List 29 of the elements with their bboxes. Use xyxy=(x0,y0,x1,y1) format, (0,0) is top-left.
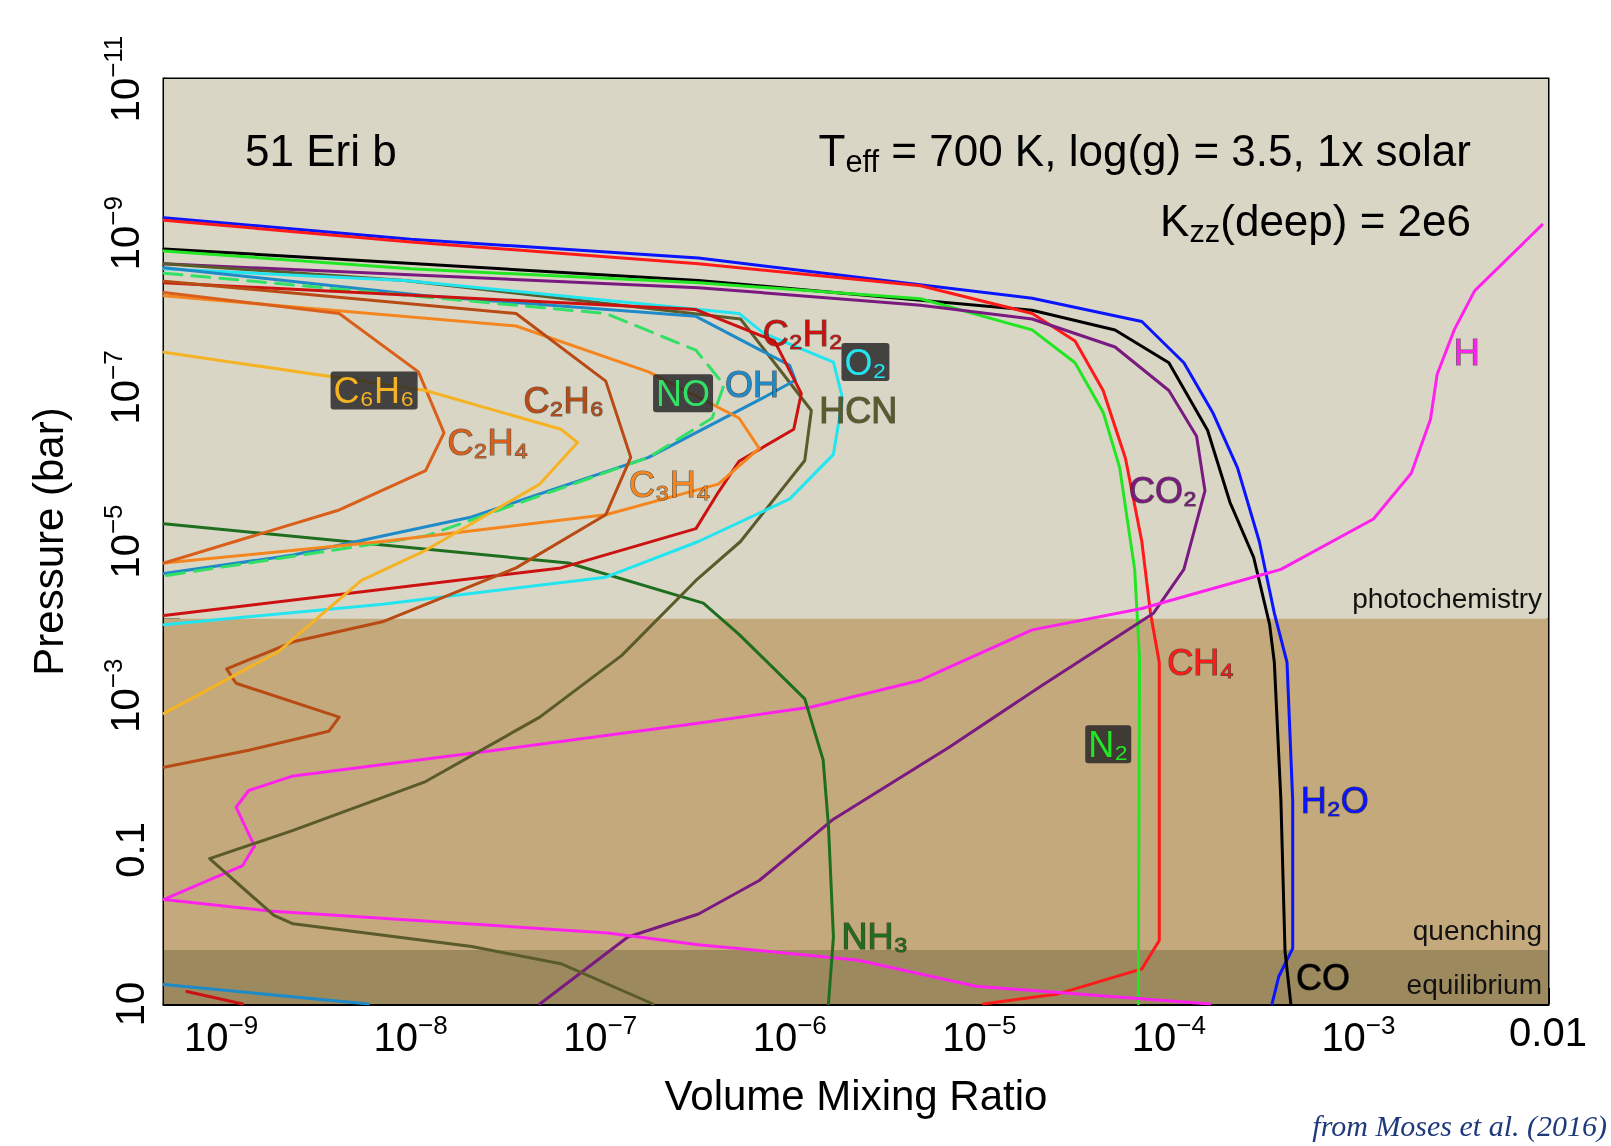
series-label: O₂ xyxy=(844,341,887,383)
y-tick-label: 10 xyxy=(108,981,152,1027)
band-label: equilibrium xyxy=(1406,968,1542,1000)
annotation: 51 Eri b xyxy=(245,125,397,175)
series-label: C₂H₂ xyxy=(762,312,843,354)
series-label: H₂O xyxy=(1300,780,1369,822)
y-tick-label: 10−5 xyxy=(98,504,147,579)
band-label: quenching xyxy=(1412,914,1542,946)
y-tick-label: 10−7 xyxy=(98,350,147,425)
x-axis-title: Volume Mixing Ratio xyxy=(664,1071,1048,1119)
series-label: N₂ xyxy=(1088,723,1129,765)
y-tick-label: 10−9 xyxy=(98,196,147,271)
y-tick-label: 0.1 xyxy=(108,822,152,878)
series-label: C₂H₆ xyxy=(523,379,605,421)
y-tick-label: 10−3 xyxy=(98,658,147,733)
series-label: CH₄ xyxy=(1167,641,1234,683)
y-axis-title: Pressure (bar) xyxy=(24,407,72,676)
series-label: C₆H₆ xyxy=(333,370,415,412)
series-label: C₂H₄ xyxy=(447,421,529,463)
series-label: NH₃ xyxy=(841,916,909,958)
y-tick-label: 10−11 xyxy=(98,35,147,123)
series-label: H xyxy=(1453,331,1480,373)
series-label: NO xyxy=(656,372,711,414)
text: from Moses et al. (2016) xyxy=(1312,1108,1608,1143)
series-label: C₃H₄ xyxy=(628,463,711,505)
band-label: photochemistry xyxy=(1352,583,1542,615)
series-label: CO xyxy=(1295,957,1350,999)
series-label: OH xyxy=(724,364,779,406)
x-tick-label: 0.01 xyxy=(1509,1010,1587,1054)
